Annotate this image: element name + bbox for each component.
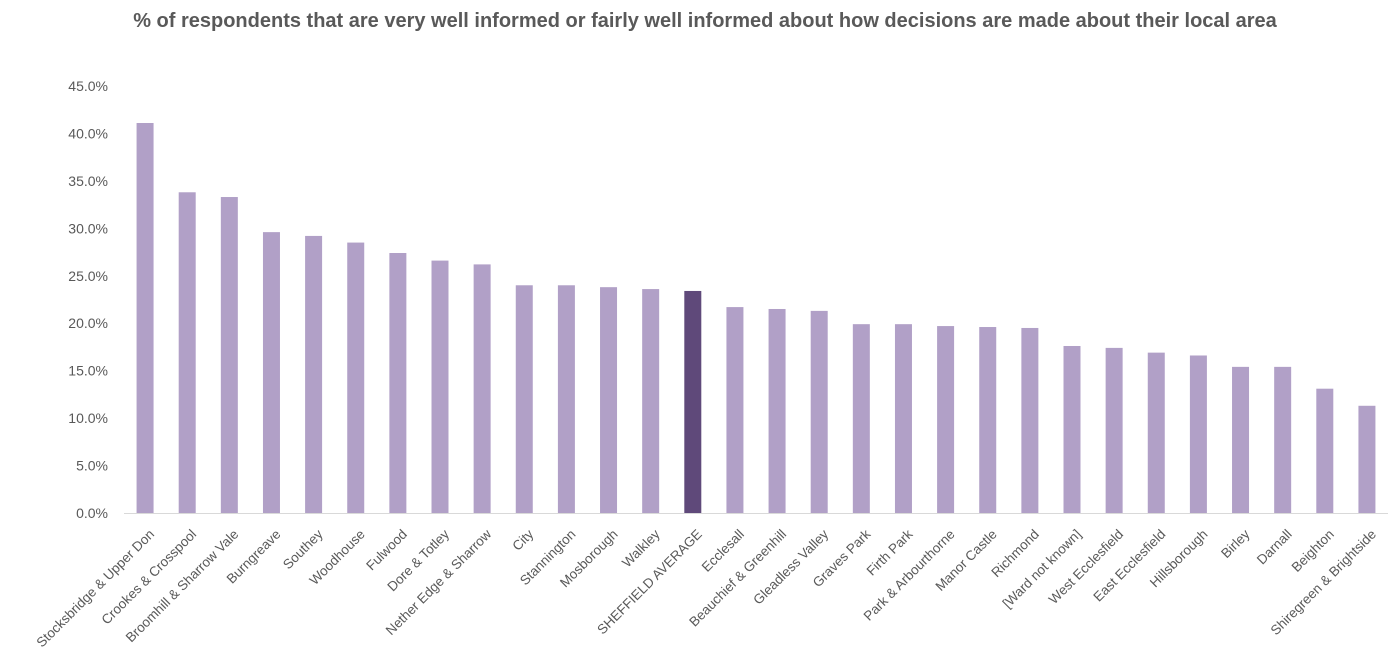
y-tick-label: 25.0% [68, 268, 108, 284]
x-tick-label: Birley [1218, 526, 1253, 561]
bar [1316, 388, 1334, 513]
y-tick-label: 40.0% [68, 125, 108, 141]
y-tick-label: 30.0% [68, 220, 108, 236]
bar [979, 327, 997, 513]
bar [768, 308, 786, 513]
bar [852, 324, 870, 513]
bar [136, 123, 154, 514]
bar [220, 197, 238, 513]
y-tick-label: 0.0% [76, 505, 108, 521]
y-tick-label: 45.0% [68, 78, 108, 94]
bar [937, 326, 955, 513]
bar [810, 310, 828, 513]
bar [600, 287, 618, 513]
bar [389, 253, 407, 513]
bar [684, 290, 702, 513]
y-tick-label: 20.0% [68, 315, 108, 331]
bar [1063, 345, 1081, 513]
y-tick-label: 35.0% [68, 173, 108, 189]
y-tick-label: 10.0% [68, 410, 108, 426]
bar [178, 192, 196, 513]
chart-title: % of respondents that are very well info… [133, 10, 1277, 32]
x-tick-label: City [509, 526, 536, 553]
bar [305, 235, 323, 513]
y-tick-label: 5.0% [76, 458, 108, 474]
bar [1147, 352, 1165, 513]
bar [1105, 347, 1123, 513]
bar [347, 242, 365, 514]
x-tick-label: West Ecclesfield [1046, 527, 1126, 607]
y-tick-label: 15.0% [68, 363, 108, 379]
x-tick-label: [Ward not known] [1000, 527, 1085, 612]
bar [1021, 327, 1039, 513]
bar [262, 232, 280, 513]
bar [473, 264, 491, 513]
bar [894, 324, 912, 513]
bar [642, 289, 660, 513]
bar [1232, 366, 1250, 513]
bar [515, 285, 533, 513]
bar [1274, 366, 1292, 513]
bar [431, 260, 449, 513]
x-tick-label: East Ecclesfield [1090, 527, 1168, 605]
x-tick-label: Darnall [1254, 527, 1295, 568]
bar [1358, 405, 1376, 513]
bar [1189, 355, 1207, 513]
bar [726, 307, 744, 513]
x-tick-label: Gleadless Valley [750, 526, 831, 607]
bar [557, 285, 575, 513]
